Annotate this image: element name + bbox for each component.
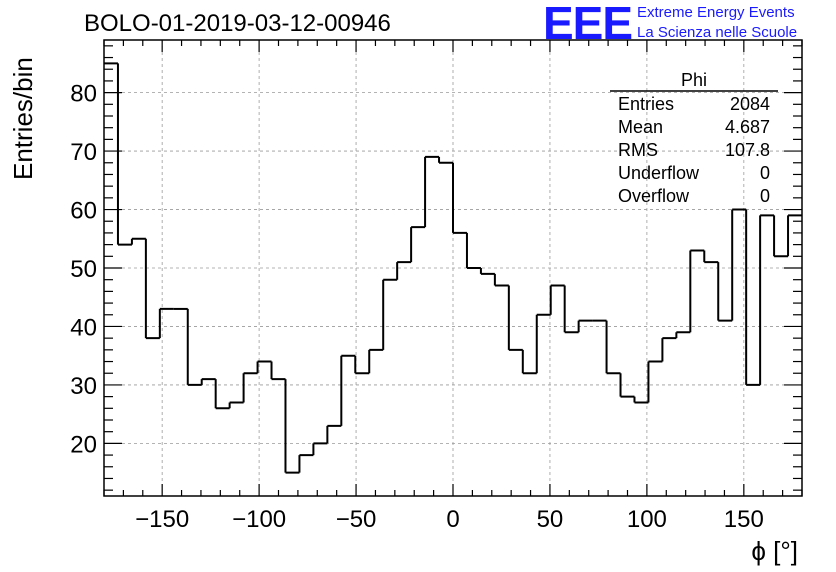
histogram-bin [116,63,132,246]
histogram-bin [745,209,761,386]
y-tick-label: 70 [70,139,97,166]
x-tick-label: 150 [724,506,764,533]
y-tick-label: 20 [70,431,97,458]
histogram-bin [270,361,286,381]
histogram-bin [577,319,593,333]
histogram-bin [521,349,537,375]
histogram-bin [340,354,356,426]
histogram-bars [104,62,802,474]
histogram-bin [507,285,523,351]
histogram-bin [647,360,663,403]
run-title: BOLO-01-2019-03-12-00946 [84,10,391,37]
x-tick-label: −100 [232,506,286,533]
histogram-bin [619,373,635,398]
histogram-bin [242,372,258,403]
stats-row-label: Overflow [618,186,690,206]
y-axis-label: Entries/bin [8,57,38,180]
histogram-bin [703,250,719,264]
histogram-bin [326,424,342,444]
histogram-bin [284,379,300,474]
histogram-bin [158,307,174,339]
histogram-bin [549,284,565,315]
histogram-bin [130,237,146,245]
stats-row-value: 0 [760,186,770,206]
histogram-bin [452,162,467,234]
histogram-bin [410,226,426,263]
stats-row-label: Mean [618,117,663,137]
axis-ticks [103,40,803,496]
histogram-bin [396,261,412,280]
stats-row-value: 2084 [730,94,770,114]
histogram-bin [200,378,216,385]
x-tick-label: −150 [135,506,189,533]
x-tick-label: 0 [446,506,459,533]
histogram-bin [633,396,649,404]
stats-row-value: 0 [760,163,770,183]
y-tick-label: 60 [70,198,97,225]
histogram-bin [256,360,272,374]
histogram-bin [438,156,453,164]
histogram-bin [354,355,370,375]
x-tick-label: −50 [336,506,377,533]
y-tick-label: 80 [70,81,97,108]
histogram-bin [661,337,677,362]
y-tick-label: 50 [70,256,97,283]
histogram-bin [535,313,551,374]
x-axis-label: ϕ [°] [751,536,798,566]
histogram-bin [689,249,705,333]
stats-row-value: 4.687 [725,117,770,137]
histogram-bin [368,348,384,374]
histogram-bin [787,214,802,257]
histogram-bin [312,442,328,456]
axis-tick-labels: −150 −100 −50 0 50 100 150 20 30 40 50 60 70 80 [70,81,764,533]
histogram-bin [773,215,789,258]
logo-subtitle-1: Extreme Energy Events [637,4,795,21]
stats-row-label: Entries [618,94,674,114]
histogram-bin [144,238,160,340]
stats-box: Phi Entries 2084 Mean 4.687 RMS 107.8 Underflo… [610,70,778,206]
histogram-bin [717,262,733,322]
stats-box-title: Phi [681,70,707,90]
histogram-bin [493,273,509,287]
histogram-bin [465,232,481,269]
histogram-bin [605,320,621,375]
stats-row-label: Underflow [618,163,700,183]
logo-subtitle-2: La Scienza nelle Scuole [637,24,798,41]
grid [104,40,802,496]
histogram-bin [479,268,495,275]
histogram-bin [186,308,202,386]
histogram-bin [228,401,244,409]
histogram-bin [298,454,314,473]
stats-row-value: 107.8 [725,140,770,160]
histogram-bin [675,331,691,339]
y-tick-label: 30 [70,373,97,400]
histogram-bin [563,285,579,334]
x-tick-label: 100 [627,506,667,533]
y-tick-label: 40 [70,314,97,341]
histogram-bin [731,208,747,321]
histogram-bin [382,278,398,350]
x-tick-label: 50 [537,506,564,533]
eee-logo: EEE [543,0,633,49]
stats-row-label: RMS [618,140,658,160]
histogram-bin [759,214,775,385]
histogram-bin [424,155,440,228]
histogram-bin [214,379,230,410]
